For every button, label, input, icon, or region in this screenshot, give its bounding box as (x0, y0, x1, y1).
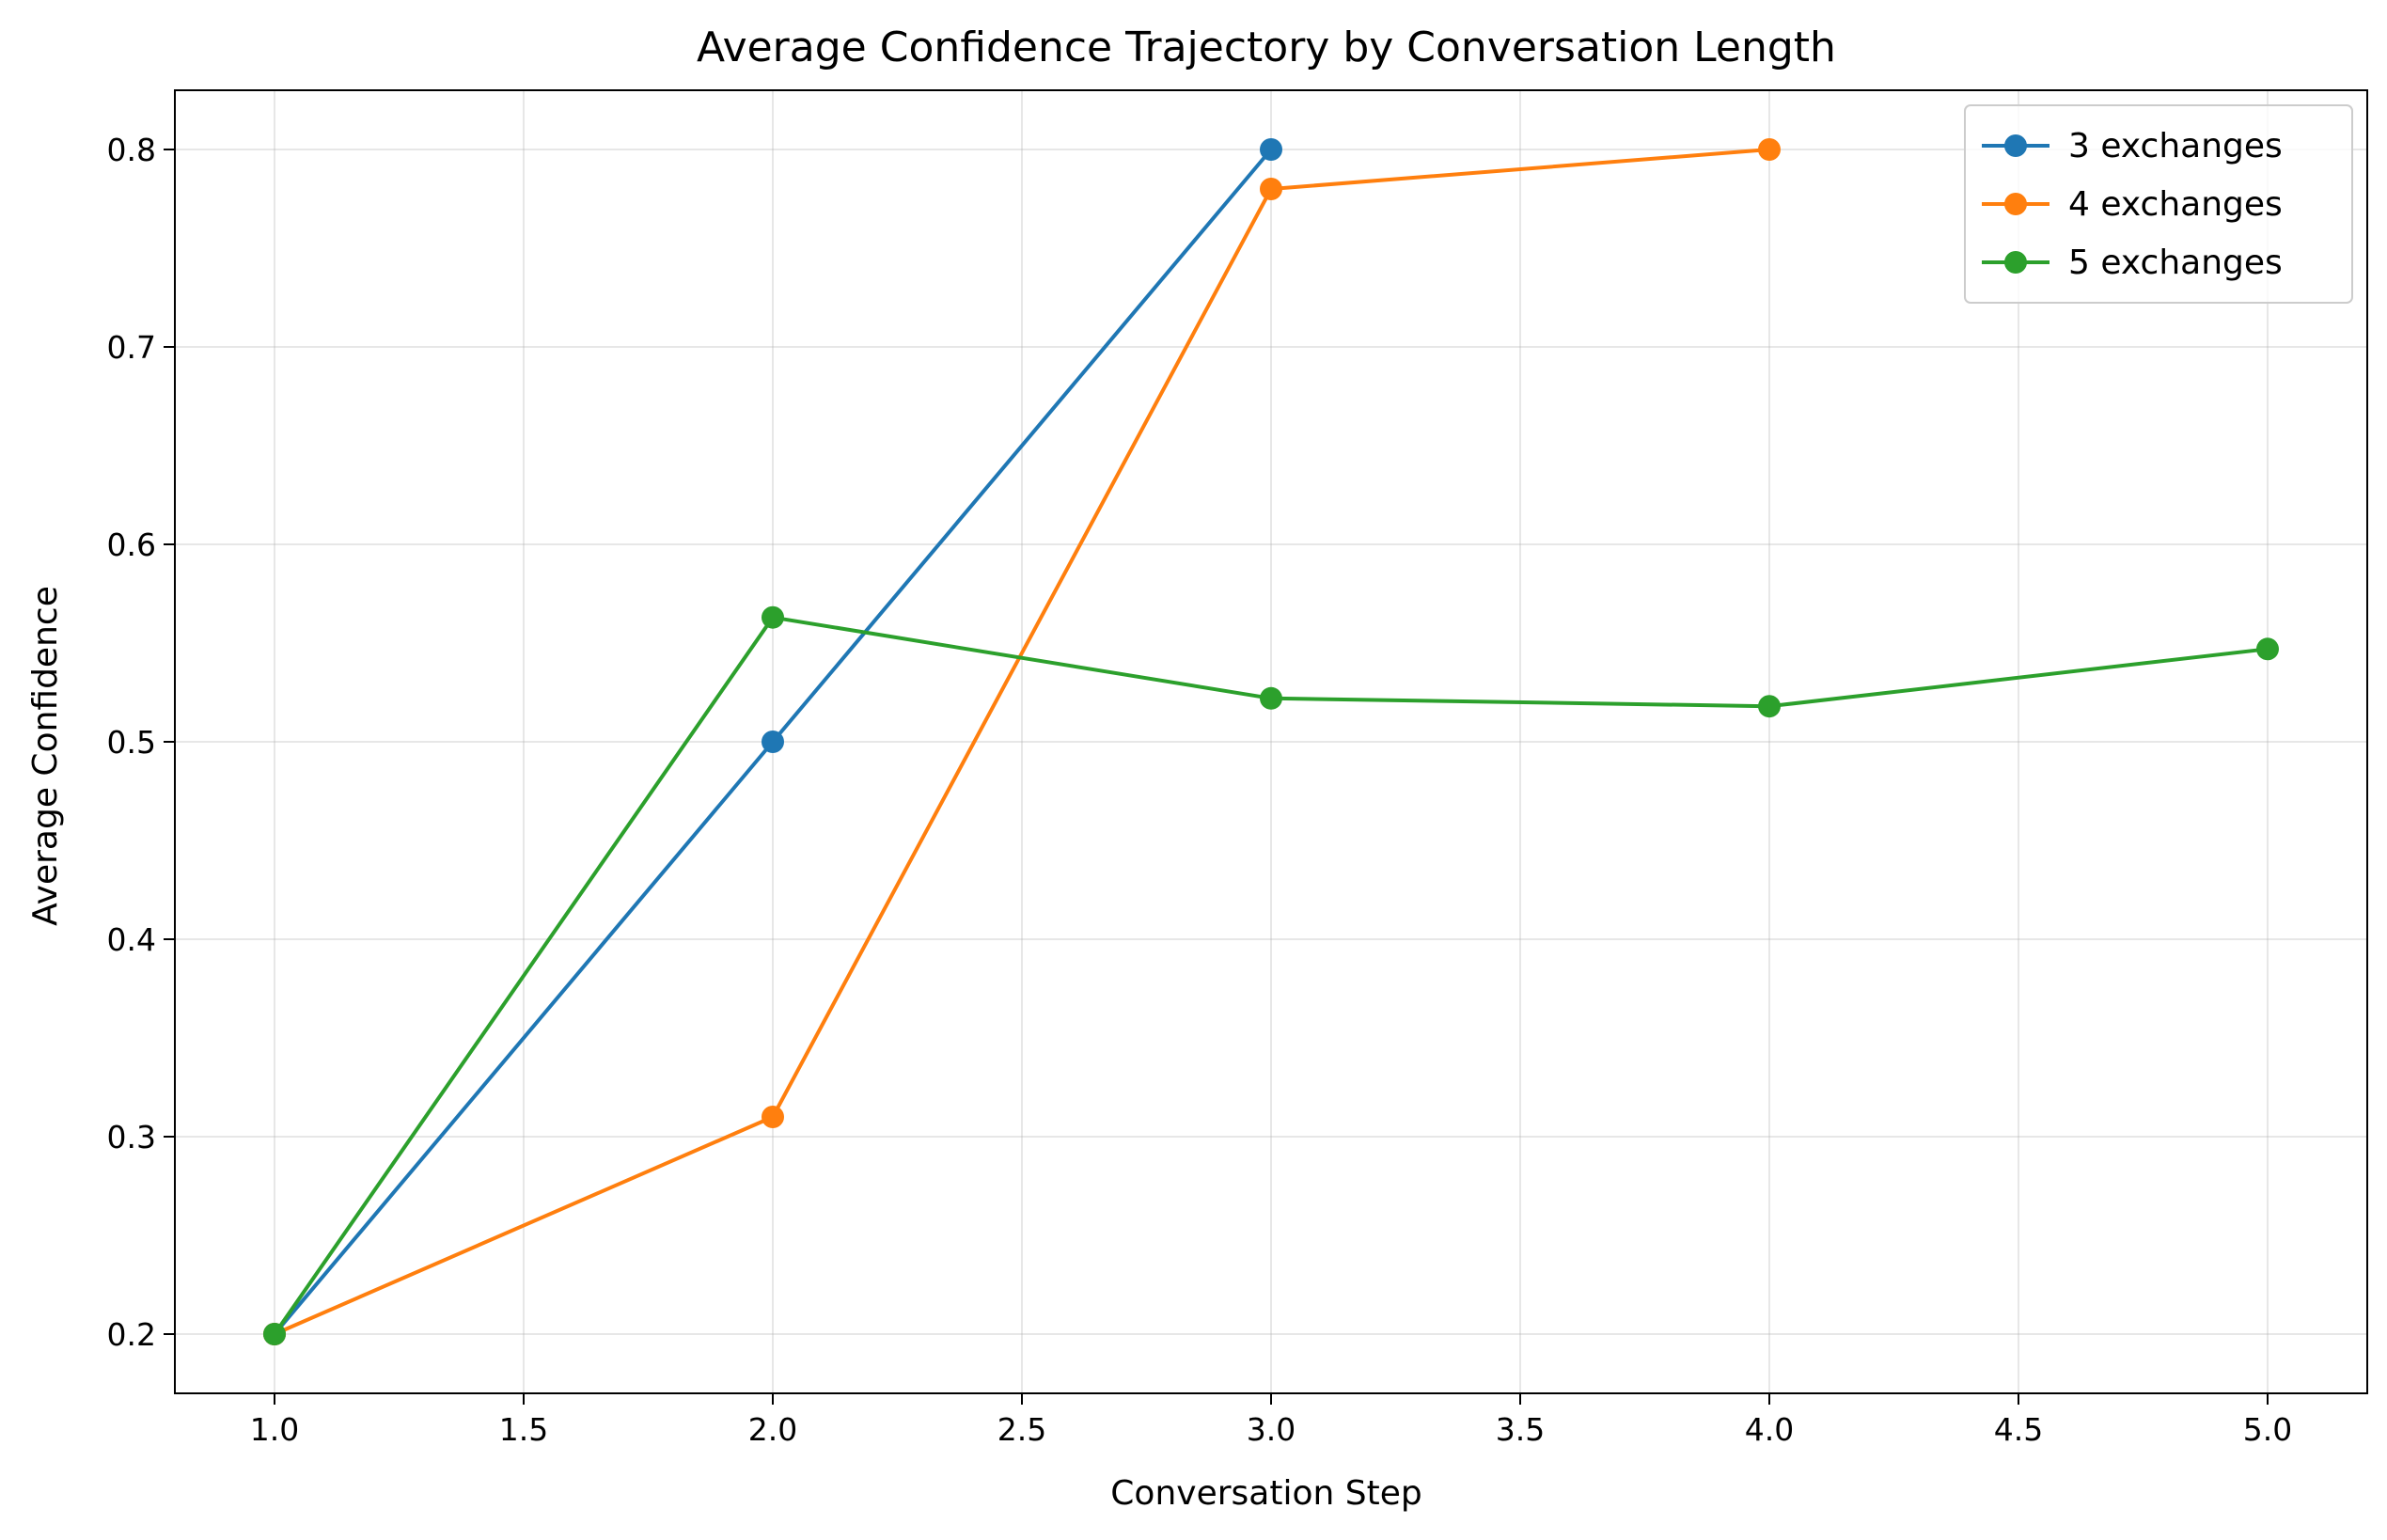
x-tick-label: 1.5 (499, 1411, 548, 1448)
y-tick-label: 0.5 (107, 724, 156, 761)
x-tick-label: 4.0 (1745, 1411, 1794, 1448)
grid-lines (175, 90, 2367, 1393)
legend-item: 5 exchanges (1982, 244, 2283, 282)
y-tick-label: 0.7 (107, 329, 156, 366)
data-point (762, 731, 784, 753)
data-point (1758, 695, 1781, 718)
data-point (1758, 138, 1781, 161)
x-tick-label: 3.5 (1496, 1411, 1545, 1448)
legend-item: 3 exchanges (1982, 127, 2283, 165)
legend-marker (2004, 251, 2027, 274)
x-tick-label: 1.0 (250, 1411, 299, 1448)
data-point (2256, 637, 2279, 661)
legend: 3 exchanges 4 exchanges 5 exchanges (1964, 104, 2353, 304)
data-point (1260, 138, 1282, 161)
data-point (1260, 178, 1282, 200)
x-tick-label: 3.0 (1247, 1411, 1296, 1448)
legend-box (1964, 104, 2353, 304)
x-tick-label: 4.5 (1994, 1411, 2043, 1448)
x-axis-label: Conversation Step (1110, 1474, 1421, 1513)
legend-marker (2004, 134, 2027, 157)
y-tick-label: 0.6 (107, 526, 156, 563)
plot-series (263, 138, 2279, 1345)
y-tick-label: 0.8 (107, 132, 156, 168)
legend-item: 4 exchanges (1982, 185, 2283, 224)
y-tick-label: 0.4 (107, 921, 156, 958)
legend-marker (2004, 193, 2027, 215)
y-axis-ticks: 0.2 0.3 0.4 0.5 0.6 0.7 0.8 (107, 132, 175, 1353)
series-3 (263, 605, 2279, 1345)
x-axis-ticks: 1.0 1.5 2.0 2.5 3.0 3.5 4.0 4.5 5.0 (250, 1393, 2292, 1448)
series-line (273, 148, 1771, 1336)
data-point (263, 1323, 286, 1345)
legend-label: 3 exchanges (2068, 127, 2283, 165)
x-tick-label: 5.0 (2243, 1411, 2292, 1448)
y-tick-label: 0.3 (107, 1119, 156, 1155)
data-point (762, 605, 784, 629)
data-point (1260, 686, 1282, 710)
legend-label: 5 exchanges (2068, 244, 2283, 282)
y-axis-label: Average Confidence (26, 586, 65, 926)
legend-label: 4 exchanges (2068, 185, 2283, 224)
data-point (762, 1106, 784, 1128)
y-tick-label: 0.2 (107, 1316, 156, 1353)
x-tick-label: 2.0 (748, 1411, 797, 1448)
x-tick-label: 2.5 (997, 1411, 1046, 1448)
chart-title: Average Confidence Trajectory by Convers… (697, 24, 1836, 71)
